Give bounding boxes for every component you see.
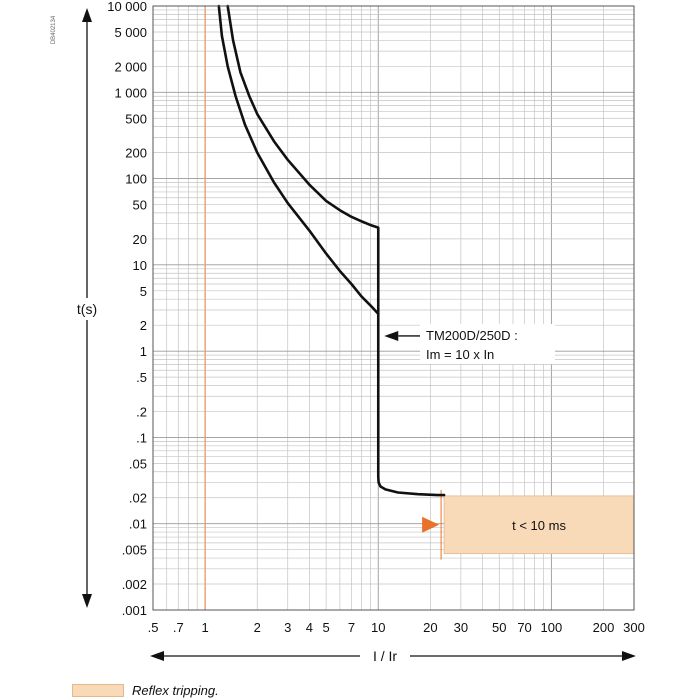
x-tick-label: 20: [423, 620, 437, 635]
annotation-background: [420, 323, 555, 364]
y-tick-label: .002: [122, 577, 147, 592]
y-tick-label: .001: [122, 603, 147, 618]
y-tick-label: .01: [129, 517, 147, 532]
y-tick-label: 2 000: [114, 59, 147, 74]
y-tick-label: 200: [125, 146, 147, 161]
x-axis-arrow-right: [622, 651, 636, 661]
x-tick-label: 200: [593, 620, 615, 635]
x-axis-title-bg: [360, 646, 410, 666]
reflex-tripping-region: t < 10 ms: [422, 489, 635, 560]
reflex-region-rect: [443, 495, 635, 555]
plot-frame: [152, 5, 635, 611]
x-tick-label: 100: [541, 620, 563, 635]
y-tick-label: 2: [140, 318, 147, 333]
x-tick-label: 7: [348, 620, 355, 635]
x-tick-label: .5: [148, 620, 159, 635]
y-axis-title-bg: [74, 298, 100, 320]
y-tick-label: 5 000: [114, 25, 147, 40]
x-tick-label: 2: [254, 620, 261, 635]
legend: Reflex tripping.: [72, 682, 219, 698]
x-axis-title: I / Ir: [373, 648, 397, 664]
plot-border: [152, 5, 635, 611]
y-tick-label: 500: [125, 111, 147, 126]
y-tick-label: .1: [136, 430, 147, 445]
y-tick-label: 1 000: [114, 85, 147, 100]
x-tick-label: 4: [306, 620, 313, 635]
x-tick-label: 300: [623, 620, 645, 635]
y-tick-label: .5: [136, 370, 147, 385]
annotation-group: TM200D/250D : Im = 10 x In: [384, 323, 555, 364]
y-tick-label: 50: [133, 198, 147, 213]
y-tick-label: .005: [122, 543, 147, 558]
axis-titles: I / Ir t(s): [74, 8, 636, 666]
y-axis-title: t(s): [77, 301, 97, 317]
x-tick-label: 10: [371, 620, 385, 635]
y-tick-label: 20: [133, 232, 147, 247]
x-tick-label: 50: [492, 620, 506, 635]
y-axis-arrow-bottom: [82, 594, 92, 608]
legend-swatch: [72, 683, 124, 697]
y-tick-label: 5: [140, 284, 147, 299]
x-tick-label: 5: [323, 620, 330, 635]
reflex-arrow-marker: [422, 516, 440, 533]
x-tick-labels: .5 .7 1 2 3 4 5 7 10 20 30 50 70 100 200 300: [148, 620, 645, 635]
x-tick-label: 30: [454, 620, 468, 635]
y-tick-label: 10 000: [107, 0, 147, 14]
annotation-line: Im = 10 x In: [426, 347, 494, 362]
x-tick-label: .7: [173, 620, 184, 635]
annotation-line: TM200D/250D :: [426, 328, 518, 343]
y-tick-label: .2: [136, 404, 147, 419]
series-group: [217, 4, 446, 497]
reflex-region-label: t < 10 ms: [512, 518, 566, 533]
y-axis-arrow-top: [82, 8, 92, 22]
series-line-1: [217, 4, 380, 316]
y-tick-label: .02: [129, 491, 147, 506]
x-tick-label: 70: [517, 620, 531, 635]
y-tick-label: 100: [125, 172, 147, 187]
y-tick-labels: 10 000 5 000 2 000 1 000 500 200 100 50 20 10 5 2 1.…: [107, 0, 147, 618]
series-line-2: [226, 4, 446, 497]
y-tick-label: 1: [140, 344, 147, 359]
x-axis-arrow-left: [150, 651, 164, 661]
x-tick-label: 1: [202, 620, 209, 635]
y-tick-label: 10: [133, 258, 147, 273]
x-tick-label: 3: [284, 620, 291, 635]
y-tick-label: .05: [129, 456, 147, 471]
legend-label: Reflex tripping.: [132, 682, 219, 698]
figure-code: DB402134: [51, 15, 57, 44]
annotation-arrow-head: [384, 330, 399, 341]
